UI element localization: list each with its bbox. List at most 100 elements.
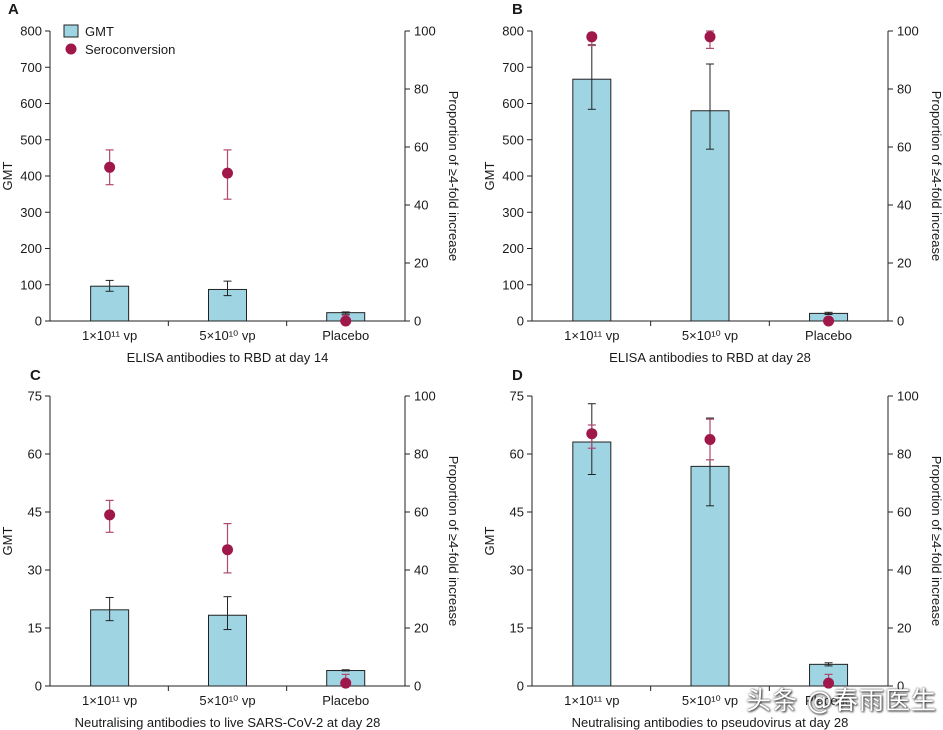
point-seroconversion	[340, 677, 352, 689]
x-tick-label: 1×10¹¹ vp	[82, 328, 137, 343]
x-tick-label: Placebo	[322, 693, 369, 708]
y-tick-label-right: 40	[414, 563, 428, 578]
y-tick-label-left: 100	[20, 277, 42, 292]
legend-swatch-gmt	[63, 24, 79, 38]
y-axis-title-left: GMT	[482, 527, 497, 556]
y-axis-title-left: GMT	[0, 162, 15, 191]
y-tick-label-right: 60	[897, 505, 911, 520]
y-tick-label-right: 20	[897, 621, 911, 636]
y-tick-label-right: 0	[414, 679, 421, 694]
point-seroconversion	[823, 315, 835, 327]
y-tick-label-right: 20	[897, 256, 911, 271]
y-tick-label-right: 40	[897, 563, 911, 578]
y-tick-label-left: 0	[35, 679, 42, 694]
x-axis-title: Neutralising antibodies to live SARS-CoV…	[75, 715, 381, 730]
y-tick-label-right: 0	[897, 679, 904, 694]
y-tick-label-left: 100	[502, 277, 524, 292]
y-tick-label-left: 60	[28, 447, 42, 462]
point-seroconversion	[704, 31, 716, 43]
x-axis-title: ELISA antibodies to RBD at day 14	[127, 350, 329, 365]
y-tick-label-left: 800	[502, 24, 524, 39]
panel-d: D 0 15 30 45 60 75 0 20 40 60 80 100 GMT Proportion of…	[482, 367, 943, 730]
panel-label: A	[8, 1, 19, 18]
x-axis-title: Neutralising antibodies to pseudovirus a…	[572, 715, 849, 730]
y-tick-label-right: 100	[897, 389, 919, 404]
y-tick-label-right: 80	[414, 447, 428, 462]
legend-swatch-seroconversion	[65, 43, 77, 55]
x-tick-label: 1×10¹¹ vp	[564, 693, 619, 708]
x-tick-label: Placebo	[805, 693, 852, 708]
y-tick-label-left: 200	[20, 241, 42, 256]
y-tick-label-right: 80	[897, 82, 911, 97]
point-seroconversion	[104, 161, 116, 173]
point-seroconversion	[104, 509, 116, 521]
watermark-text: 头条 @春雨医生	[746, 686, 937, 715]
y-tick-label-left: 500	[502, 132, 524, 147]
x-axis-title: ELISA antibodies to RBD at day 28	[609, 350, 811, 365]
bar-gmt	[90, 609, 130, 687]
x-tick-label: Placebo	[805, 328, 852, 343]
y-tick-label-right: 60	[897, 140, 911, 155]
x-tick-label: 1×10¹¹ vp	[82, 693, 137, 708]
y-tick-label-left: 30	[28, 563, 42, 578]
x-tick-label: 1×10¹¹ vp	[564, 328, 619, 343]
point-seroconversion	[704, 434, 716, 445]
y-tick-label-left: 0	[517, 314, 524, 329]
y-tick-label-right: 80	[897, 447, 911, 462]
y-tick-label-right: 60	[414, 505, 428, 520]
point-seroconversion	[586, 428, 598, 440]
y-tick-label-right: 0	[897, 314, 904, 329]
y-axis-title-right: Proportion of ≥4-fold increase	[446, 456, 461, 626]
x-tick-label: 5×10¹⁰ vp	[199, 693, 255, 708]
panel-c: C 0 15 30 45 60 75 0 20 40 60 80 100 GMT Proportion of…	[0, 367, 461, 730]
x-tick-label: 5×10¹⁰ vp	[682, 328, 738, 343]
y-tick-label-left: 200	[502, 241, 524, 256]
y-tick-label-right: 40	[897, 198, 911, 213]
y-tick-label-right: 100	[414, 389, 436, 404]
legend-label-seroconversion: Seroconversion	[85, 42, 175, 57]
point-seroconversion	[823, 677, 835, 689]
bar-gmt	[90, 285, 130, 322]
panel-b: B 0 100 200 300 400 500 600 700 800 0 20 40 60 80 100 GM…	[482, 1, 943, 365]
y-tick-label-left: 800	[20, 24, 42, 39]
panel-label: C	[30, 367, 41, 384]
y-tick-label-left: 15	[28, 621, 42, 636]
y-tick-label-right: 20	[414, 621, 428, 636]
point-seroconversion	[586, 31, 598, 43]
y-tick-label-left: 700	[502, 60, 524, 75]
y-axis-title-right: Proportion of ≥4-fold increase	[929, 456, 943, 626]
y-tick-label-right: 20	[414, 256, 428, 271]
y-tick-label-left: 45	[510, 505, 524, 520]
y-tick-label-right: 100	[414, 24, 436, 39]
y-tick-label-right: 100	[897, 24, 919, 39]
y-axis-title-left: GMT	[482, 162, 497, 191]
y-tick-label-left: 75	[510, 389, 524, 404]
point-seroconversion	[222, 544, 233, 556]
y-tick-label-left: 400	[502, 169, 524, 184]
panel-label: D	[512, 367, 523, 384]
y-tick-label-right: 80	[414, 82, 428, 97]
point-seroconversion	[222, 167, 233, 179]
x-tick-label: 5×10¹⁰ vp	[682, 693, 738, 708]
y-tick-label-left: 300	[20, 205, 42, 220]
y-tick-label-left: 15	[510, 621, 524, 636]
y-axis-title-right: Proportion of ≥4-fold increase	[446, 91, 461, 261]
y-tick-label-left: 60	[510, 447, 524, 462]
y-tick-label-left: 0	[35, 314, 42, 329]
y-axis-title-right: Proportion of ≥4-fold increase	[929, 91, 943, 261]
x-tick-label: Placebo	[322, 328, 369, 343]
y-tick-label-left: 30	[510, 563, 524, 578]
y-tick-label-left: 600	[20, 96, 42, 111]
y-axis-title-left: GMT	[0, 527, 15, 556]
panel-label: B	[512, 1, 523, 18]
y-tick-label-left: 75	[28, 389, 42, 404]
y-tick-label-left: 45	[28, 505, 42, 520]
y-tick-label-left: 600	[502, 96, 524, 111]
y-tick-label-right: 40	[414, 198, 428, 213]
y-tick-label-left: 700	[20, 60, 42, 75]
panel-a: A 0 100 200 300 400 500 600 700 800 0 20 40 60 80 100 GM…	[0, 1, 461, 365]
bar-gmt	[572, 441, 612, 687]
point-seroconversion	[340, 315, 352, 327]
x-tick-label: 5×10¹⁰ vp	[199, 328, 255, 343]
